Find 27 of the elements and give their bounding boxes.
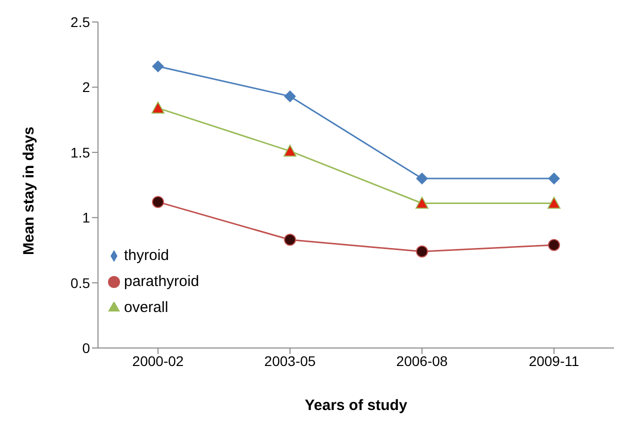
legend-label: parathyroid [124,273,200,290]
point [416,196,428,209]
y-tick-label: 2 [82,79,90,96]
point [548,238,560,251]
y-tick-label: 0.5 [70,274,90,291]
point [284,234,296,246]
point [416,172,428,184]
point [152,60,164,72]
point [548,172,560,184]
x-axis-title: Years of study [304,397,408,414]
point [152,102,164,114]
x-tick-label: 2000-02 [132,352,184,369]
point [284,90,296,102]
x-tick-label: 2006-08 [396,352,448,369]
point [152,196,164,208]
point [416,246,428,258]
x-tick-label: 2003-05 [264,352,316,369]
y-tick-label: 0 [82,340,90,356]
point [548,196,560,209]
y-axis-title: Mean stay in days [20,126,38,255]
y-tick-label: 1.5 [70,144,90,160]
x-tick-label: 2009-11 [528,352,580,369]
y-tick-label: 2.5 [70,14,90,30]
point [284,144,296,157]
y-tick-label: 1 [82,210,90,226]
legend-label: thyroid [124,247,170,264]
legend-label: overall [124,299,168,316]
